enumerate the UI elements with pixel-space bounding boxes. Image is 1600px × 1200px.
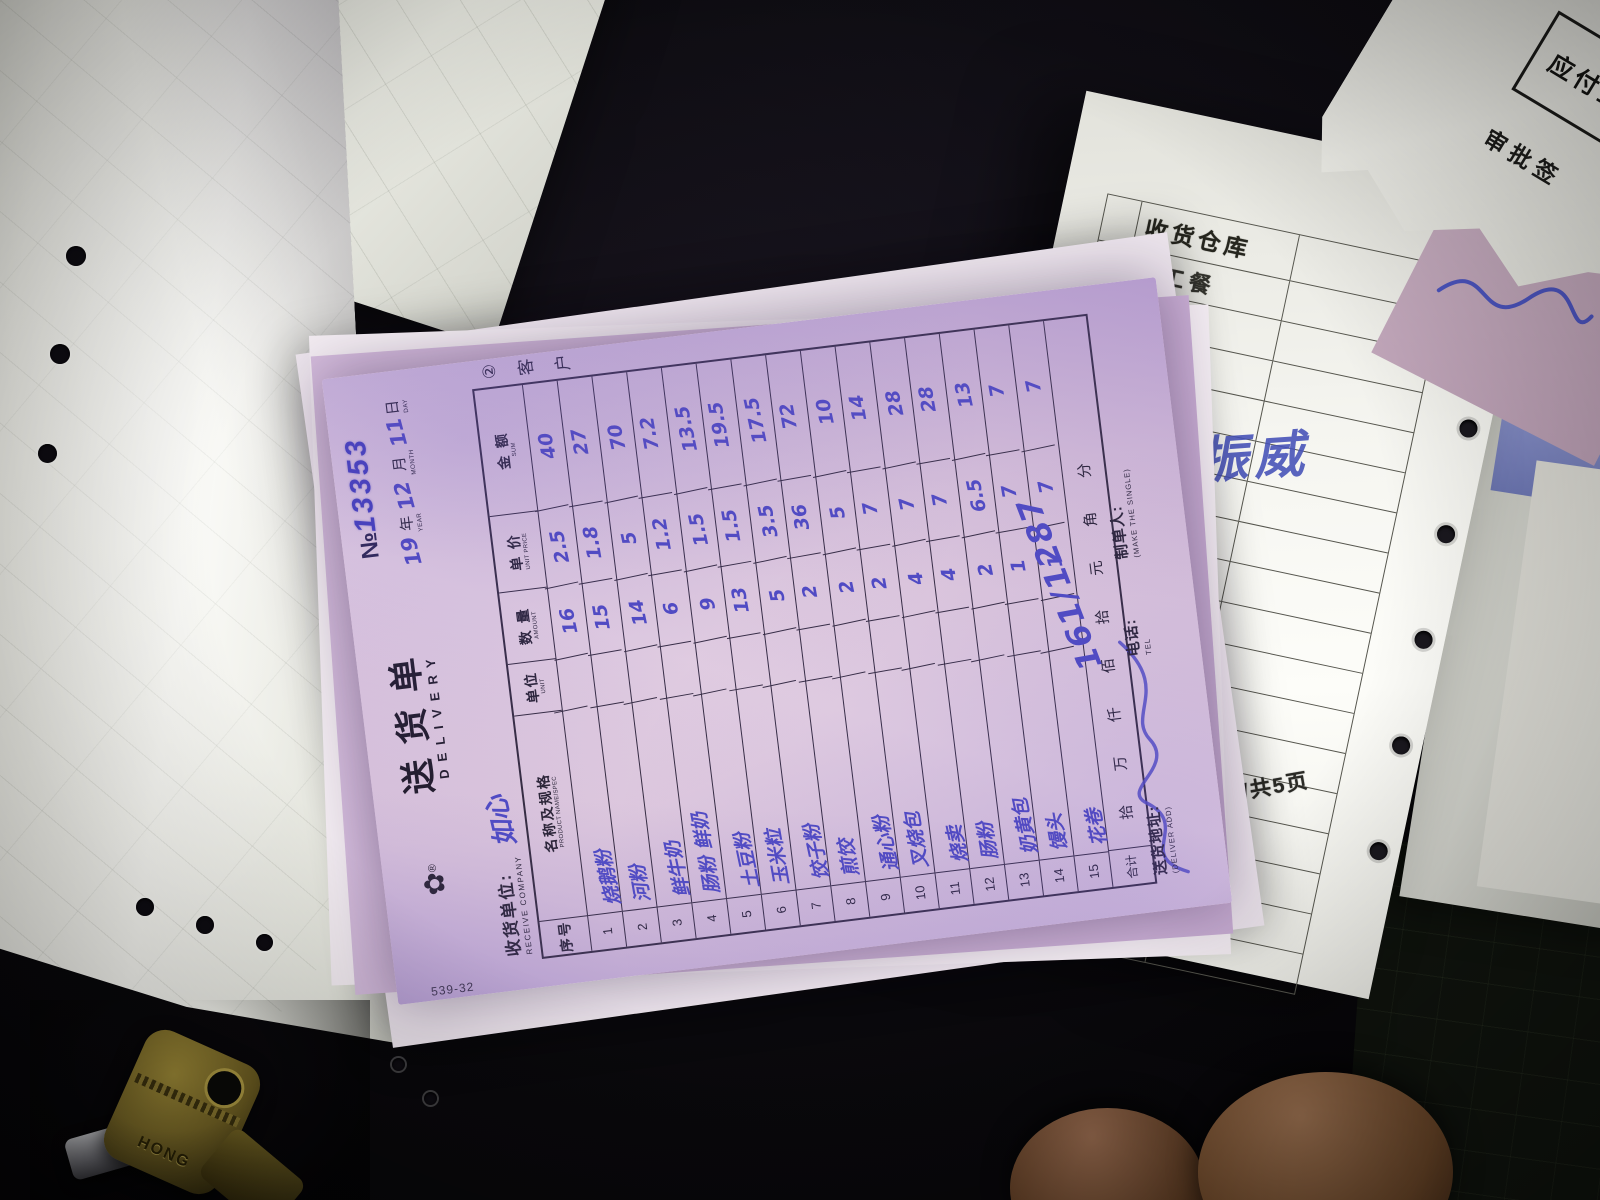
col-unit: 单位 UNIT [507,657,562,716]
month-handwritten: 12 [389,478,420,513]
receive-company-handwritten: 如心 [481,792,523,850]
pink-slip-under [1371,76,1600,466]
sprocket-hole [1412,629,1435,651]
pen-scribble [1118,640,1190,874]
sprocket-hole [1367,840,1390,862]
stock-code: 539-32 [430,979,476,999]
punch-hole [196,916,214,934]
amount-payable-label: 应付金额 [1543,49,1600,134]
receive-company-label: 收货单位: RECEIVE COMPANY [495,854,535,958]
items-table: 序号 名称及规格 PRODUCT NAME/SPEC 单位 UNIT 数 量 AMOU… [472,313,1158,960]
pen-scribble [1436,279,1594,325]
shadow-overlay [30,1000,370,1200]
tel-label: 电话: TEL [1121,617,1154,658]
month-label: 月 MONTH [390,449,418,476]
fingertip [1010,1108,1205,1200]
serial-number-value: 13353 [339,435,383,535]
sprocket-hole [1457,417,1480,440]
delivery-note: 539-32 ✿® 送货单 DELIVERY №13353 19 年 YEAR 1… [321,277,1233,1005]
day-handwritten: 11 [381,415,413,450]
date-line: 19 年 YEAR 12 月 MONTH 11 日 DAY [381,398,429,569]
approval-sign-label: 审批签 [1479,124,1567,192]
punch-hole [50,344,70,364]
punch-hole [66,246,86,266]
punch-hole [38,444,57,463]
binding-hole [392,1058,405,1071]
sprocket-hole [1390,734,1412,757]
year-handwritten: 19 [395,534,427,569]
sprocket-hole [1435,523,1457,545]
serial-number: №13353 [339,435,385,561]
punch-hole [256,934,273,951]
year-label: 年 YEAR [398,512,425,532]
col-no: 序号 [539,914,592,957]
brand-flower-icon: ✿® [417,863,452,898]
day-label: 日 DAY [383,398,411,416]
punch-hole [136,898,154,916]
binding-hole [424,1092,437,1105]
